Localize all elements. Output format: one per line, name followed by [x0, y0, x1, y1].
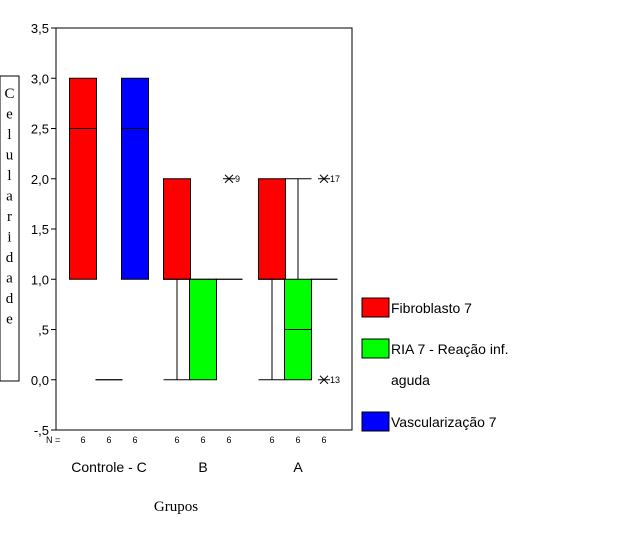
- y-axis-title-char: e: [6, 312, 13, 328]
- y-axis-title-char: a: [6, 189, 13, 205]
- y-tick-label: -,5: [34, 423, 49, 438]
- n-count-label: 6: [200, 435, 205, 445]
- legend-label: RIA 7 - Reação inf.: [391, 341, 509, 357]
- box-3-2: 9: [215, 174, 243, 280]
- box-1-1: [69, 77, 97, 280]
- n-count-label: 6: [269, 435, 274, 445]
- y-tick-label: 3,0: [31, 71, 49, 86]
- box-2-3: [284, 178, 312, 381]
- n-count-label: 6: [132, 435, 137, 445]
- n-label: N =: [46, 435, 60, 445]
- n-count-label: 6: [106, 435, 111, 445]
- box-body: [258, 178, 286, 280]
- legend-swatch: [361, 411, 390, 432]
- y-axis-title-char: l: [7, 168, 11, 184]
- n-count-label: 6: [80, 435, 85, 445]
- y-axis-label-box: [0, 75, 20, 382]
- y-tick-label: 2,5: [31, 122, 49, 137]
- y-tick-label: 1,5: [31, 222, 49, 237]
- box-body: [121, 77, 149, 280]
- box-2-2: [189, 278, 217, 381]
- legend-swatch: [361, 297, 390, 318]
- outlier-label: 9: [235, 174, 240, 184]
- legend-swatch: [361, 338, 390, 359]
- y-axis-title-char: l: [7, 127, 11, 143]
- legend-label: Vascularização 7: [391, 414, 497, 430]
- n-count-label: 6: [174, 435, 179, 445]
- box-3-1: [121, 77, 149, 280]
- box-body: [163, 178, 191, 280]
- legend-item: Vascularização 7: [361, 411, 497, 432]
- n-count-label: 6: [295, 435, 300, 445]
- y-axis-title-char: C: [4, 86, 14, 102]
- y-tick-label: 1,0: [31, 272, 49, 287]
- outlier-label: 17: [330, 174, 340, 184]
- y-axis-title-char: e: [6, 107, 13, 123]
- n-count-label: 6: [321, 435, 326, 445]
- legend-label: Fibroblasto 7: [391, 300, 472, 316]
- box-1-3: [258, 178, 286, 381]
- y-axis-title-char: r: [7, 209, 12, 225]
- y-axis-title-char: d: [6, 291, 14, 307]
- x-category-label: A: [293, 459, 303, 475]
- x-category-label: B: [198, 459, 207, 475]
- box-1-2: [163, 178, 191, 381]
- x-category-label: Controle - C: [71, 459, 146, 475]
- legend-item: Fibroblasto 7: [361, 297, 472, 318]
- legend-label-continued: aguda: [391, 372, 430, 388]
- y-tick-label: 2,0: [31, 172, 49, 187]
- y-axis-title-char: i: [7, 230, 11, 246]
- outlier-label: 13: [330, 375, 340, 385]
- y-axis-title-char: u: [6, 148, 14, 164]
- y-axis-title-char: a: [6, 271, 13, 287]
- legend-item: RIA 7 - Reação inf. aguda: [361, 338, 509, 388]
- box-body: [189, 278, 217, 381]
- y-tick-label: ,5: [38, 323, 49, 338]
- x-axis-title: Grupos: [154, 499, 198, 515]
- box-body: [69, 77, 97, 280]
- y-axis-title-char: d: [6, 250, 14, 266]
- y-tick-label: 3,5: [31, 21, 49, 36]
- y-tick-label: 0,0: [31, 373, 49, 388]
- n-count-label: 6: [226, 435, 231, 445]
